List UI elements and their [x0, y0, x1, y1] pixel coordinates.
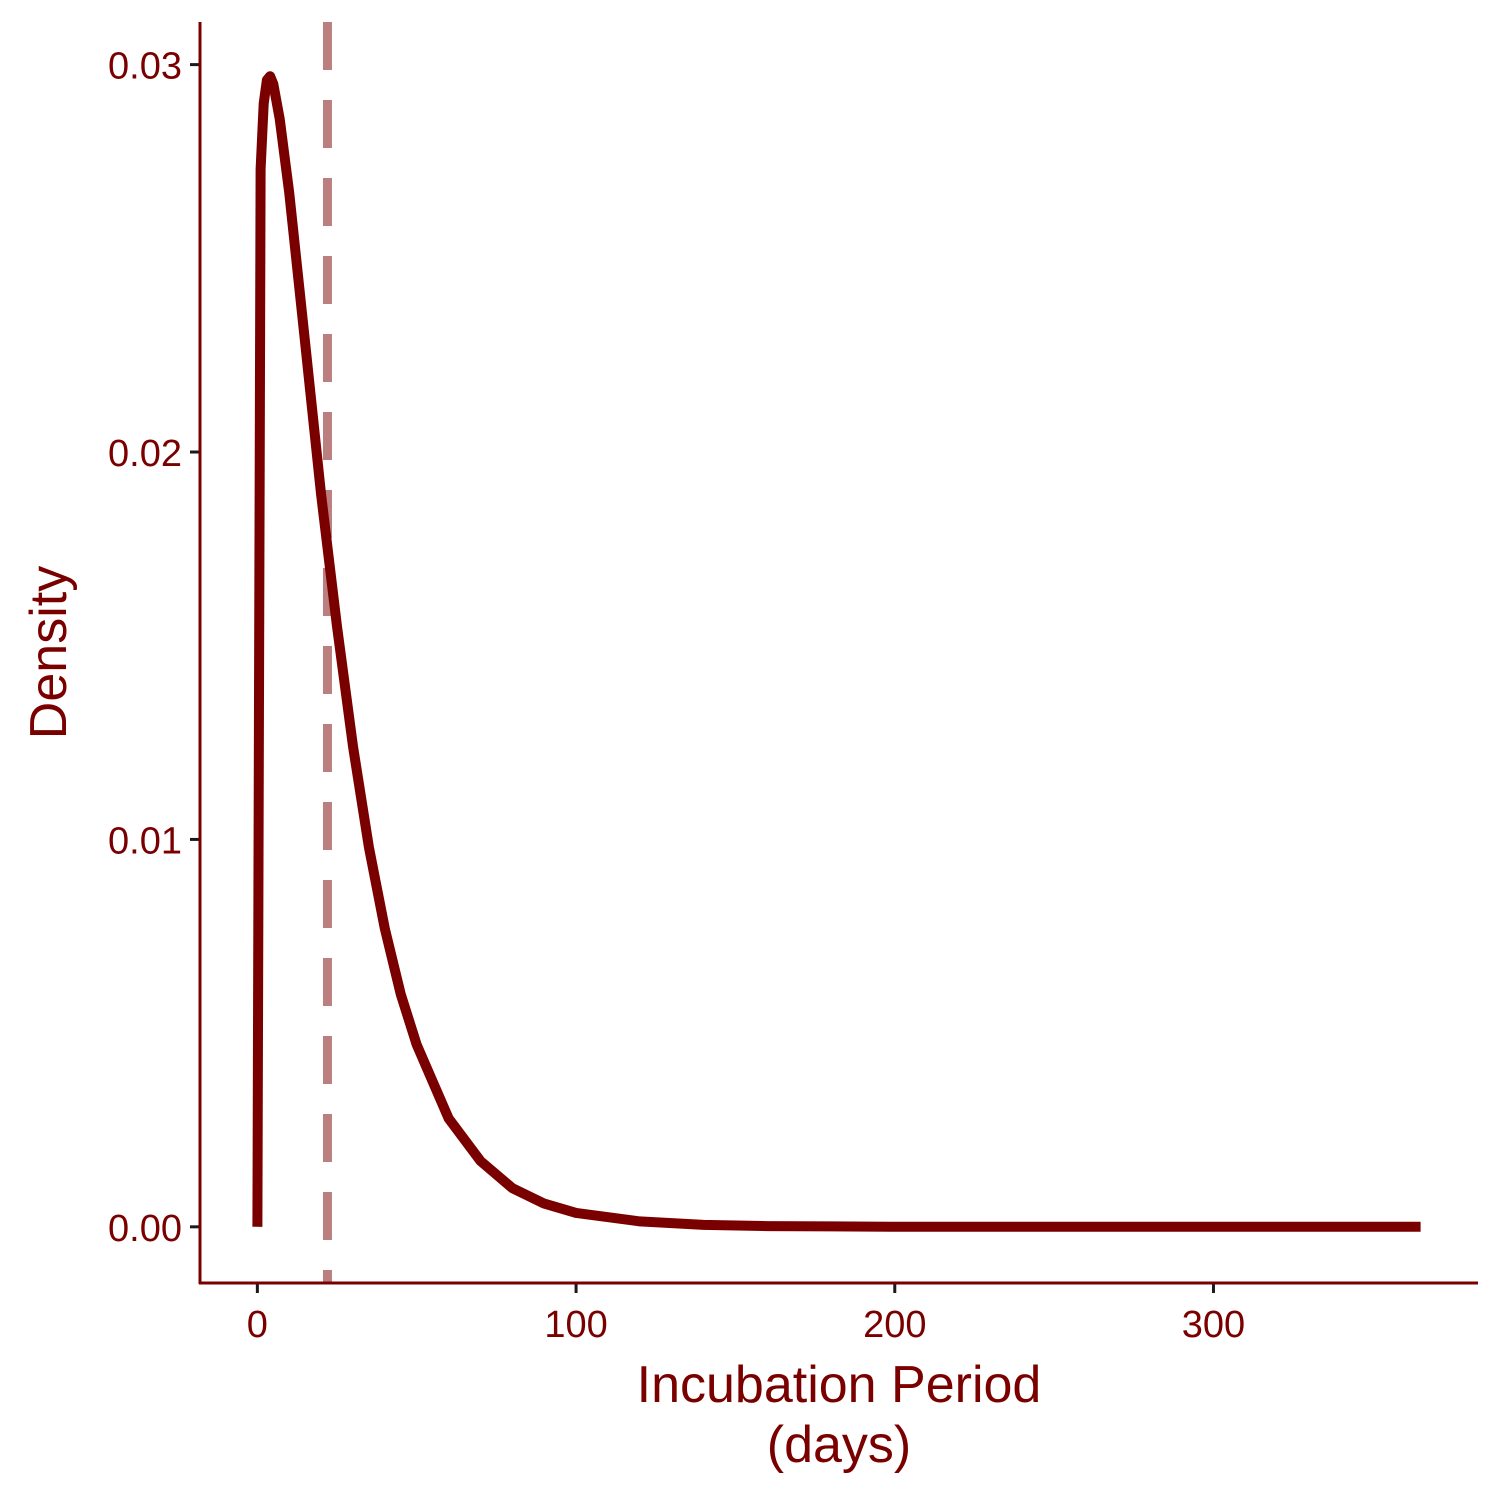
x-axis-ticks: 0 100 200 300 [247, 1283, 1245, 1346]
y-axis-ticks: 0.00 0.01 0.02 0.03 [108, 46, 200, 1250]
x-axis-title-line1: Incubation Period [637, 1356, 1042, 1414]
y-tick-label: 0.03 [108, 46, 182, 88]
x-axis-title-line2: (days) [767, 1416, 911, 1474]
x-tick-label: 200 [863, 1304, 926, 1346]
density-curve [252, 71, 1421, 1232]
y-tick-label: 0.00 [108, 1208, 182, 1250]
y-tick-label: 0.02 [108, 433, 182, 475]
y-tick-label: 0.01 [108, 820, 182, 862]
y-axis-title: Density [20, 566, 78, 739]
x-tick-label: 0 [247, 1304, 268, 1346]
x-tick-label: 300 [1182, 1304, 1245, 1346]
x-tick-label: 100 [544, 1304, 607, 1346]
